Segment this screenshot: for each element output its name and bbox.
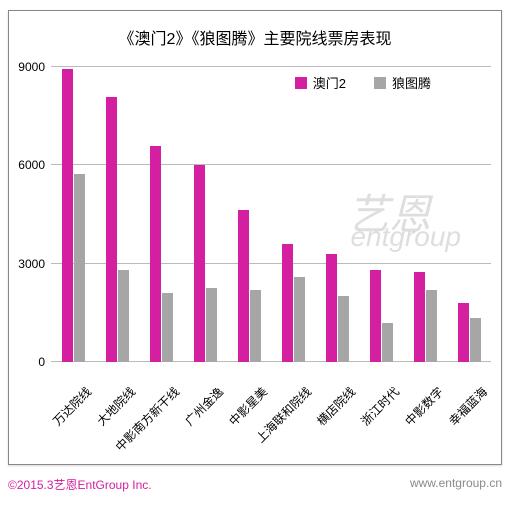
- bar: [74, 174, 85, 362]
- bar-groups: [51, 67, 491, 362]
- ytick-label: 3000: [15, 257, 45, 271]
- bar-group: [405, 272, 445, 362]
- bar-group: [141, 146, 181, 362]
- xlabels: 万达院线大地院线中影南方新干线广州金逸中影星美上海联和院线横店院线浙江时代中影数…: [51, 365, 491, 465]
- bar: [150, 146, 161, 362]
- bar: [426, 290, 437, 362]
- bar: [106, 97, 117, 363]
- footer-right: www.entgroup.cn: [410, 476, 502, 493]
- bar: [282, 244, 293, 362]
- chart-frame: 《澳门2》《狼图腾》主要院线票房表现 澳门2 狼图腾 0300060009000…: [8, 10, 502, 465]
- bar: [338, 296, 349, 362]
- bar: [194, 165, 205, 362]
- ytick-label: 6000: [15, 158, 45, 172]
- bar: [250, 290, 261, 362]
- bar-group: [361, 270, 401, 362]
- chart-title: 《澳门2》《狼图腾》主要院线票房表现: [9, 11, 501, 49]
- footer-left: ©2015.3艺恩EntGroup Inc.: [8, 476, 152, 493]
- bar-group: [185, 165, 225, 362]
- bar: [118, 270, 129, 362]
- bar-group: [229, 210, 269, 362]
- bar: [294, 277, 305, 362]
- bar: [370, 270, 381, 362]
- bar-group: [449, 303, 489, 362]
- bar-group: [53, 69, 93, 362]
- bar-group: [273, 244, 313, 362]
- bar: [458, 303, 469, 362]
- plot-area: [51, 67, 491, 362]
- bar: [206, 288, 217, 362]
- bar: [326, 254, 337, 362]
- bar: [382, 323, 393, 362]
- footer: ©2015.3艺恩EntGroup Inc. www.entgroup.cn: [8, 476, 502, 493]
- bar: [162, 293, 173, 362]
- bar: [470, 318, 481, 362]
- bar: [62, 69, 73, 362]
- ytick-label: 9000: [15, 60, 45, 74]
- bar: [414, 272, 425, 362]
- ytick-label: 0: [15, 355, 45, 369]
- bar-group: [97, 97, 137, 363]
- chart-container: 《澳门2》《狼图腾》主要院线票房表现 澳门2 狼图腾 0300060009000…: [0, 0, 510, 503]
- bar-group: [317, 254, 357, 362]
- bar: [238, 210, 249, 362]
